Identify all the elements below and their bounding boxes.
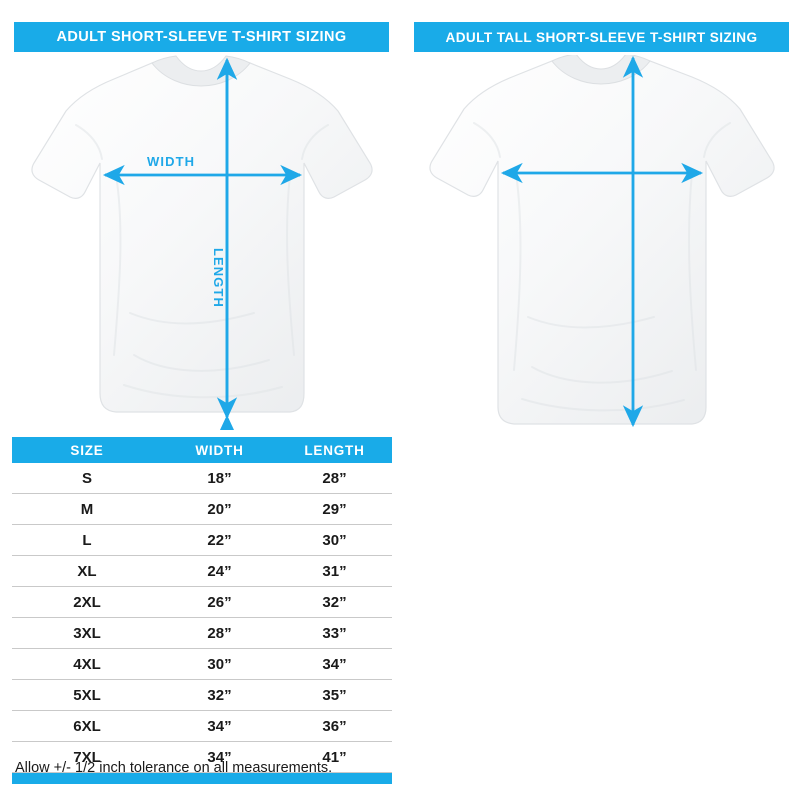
cell-length: 31”: [322, 562, 347, 580]
cell-length: 28”: [322, 469, 347, 487]
table-footer-bar: [12, 773, 392, 784]
cell-width: 34”: [207, 717, 232, 735]
table-row: 5XL 32” 35”: [12, 680, 392, 711]
cell-size: 6XL: [73, 717, 101, 735]
cell-length: 36”: [322, 717, 347, 735]
shirt-illustration-adult-tall: [404, 55, 799, 430]
panel-adult-sizing: ADULT SHORT-SLEEVE T-SHIRT SIZING: [4, 0, 399, 800]
column-header-size: SIZE: [70, 442, 104, 458]
table-row: 4XL 30” 34”: [12, 649, 392, 680]
tshirt-shape: [429, 55, 775, 425]
table-header-row: SIZE WIDTH LENGTH: [12, 437, 392, 463]
panel-adult-tall-sizing: ADULT TALL SHORT-SLEEVE T-SHIRT SIZING: [404, 0, 799, 800]
cell-width: 28”: [207, 624, 232, 642]
cell-length: 29”: [322, 500, 347, 518]
width-dimension-label: WIDTH: [147, 154, 196, 169]
cell-width: 22”: [207, 531, 232, 549]
cell-size: 7XL: [73, 748, 101, 766]
cell-size: 5XL: [73, 686, 101, 704]
tolerance-note: Allow +/- 1/2 inch tolerance on all meas…: [15, 760, 333, 776]
cell-size: M: [80, 500, 94, 518]
cell-size: S: [81, 469, 92, 487]
table-row: 7XL 34” 41”: [12, 742, 392, 773]
cell-width: 20”: [207, 500, 232, 518]
cell-width: 32”: [207, 686, 232, 704]
tshirt-shape: [31, 55, 373, 413]
cell-size: 2XL: [73, 593, 101, 611]
table-row: XL 24” 31”: [12, 556, 392, 587]
column-header-length: LENGTH: [304, 442, 365, 458]
table-row: L 22” 30”: [12, 525, 392, 556]
cell-width: 24”: [207, 562, 232, 580]
banner-adult-sizing: ADULT SHORT-SLEEVE T-SHIRT SIZING: [14, 22, 389, 52]
cell-width: 26”: [207, 593, 232, 611]
cell-size: 4XL: [73, 655, 101, 673]
size-table-adult: SIZE WIDTH LENGTH S 18” 28” M 20” 29” L …: [12, 437, 392, 784]
cell-length: 32”: [322, 593, 347, 611]
cell-size: XL: [77, 562, 97, 580]
dimension-arrows: [102, 57, 303, 430]
banner-adult-tall-sizing: ADULT TALL SHORT-SLEEVE T-SHIRT SIZING: [414, 22, 789, 52]
banner-title: ADULT TALL SHORT-SLEEVE T-SHIRT SIZING: [445, 29, 758, 45]
cell-width: 18”: [207, 469, 232, 487]
cell-length: 33”: [322, 624, 347, 642]
banner-title: ADULT SHORT-SLEEVE T-SHIRT SIZING: [56, 29, 347, 45]
cell-size: 3XL: [73, 624, 101, 642]
table-row: 6XL 34” 36”: [12, 711, 392, 742]
shirt-illustration-adult: [4, 55, 399, 430]
table-row: M 20” 29”: [12, 494, 392, 525]
table-row: 3XL 28” 33”: [12, 618, 392, 649]
dimension-arrows: [500, 55, 704, 428]
cell-length: 34”: [322, 655, 347, 673]
length-dimension-label: LENGTH: [211, 248, 226, 309]
column-header-width: WIDTH: [195, 442, 244, 458]
table-row: S 18” 28”: [12, 463, 392, 494]
cell-length: 35”: [322, 686, 347, 704]
table-row: 2XL 26” 32”: [12, 587, 392, 618]
cell-size: L: [82, 531, 92, 549]
cell-length: 41”: [322, 748, 347, 766]
cell-width: 34”: [207, 748, 232, 766]
cell-width: 30”: [207, 655, 232, 673]
cell-length: 30”: [322, 531, 347, 549]
